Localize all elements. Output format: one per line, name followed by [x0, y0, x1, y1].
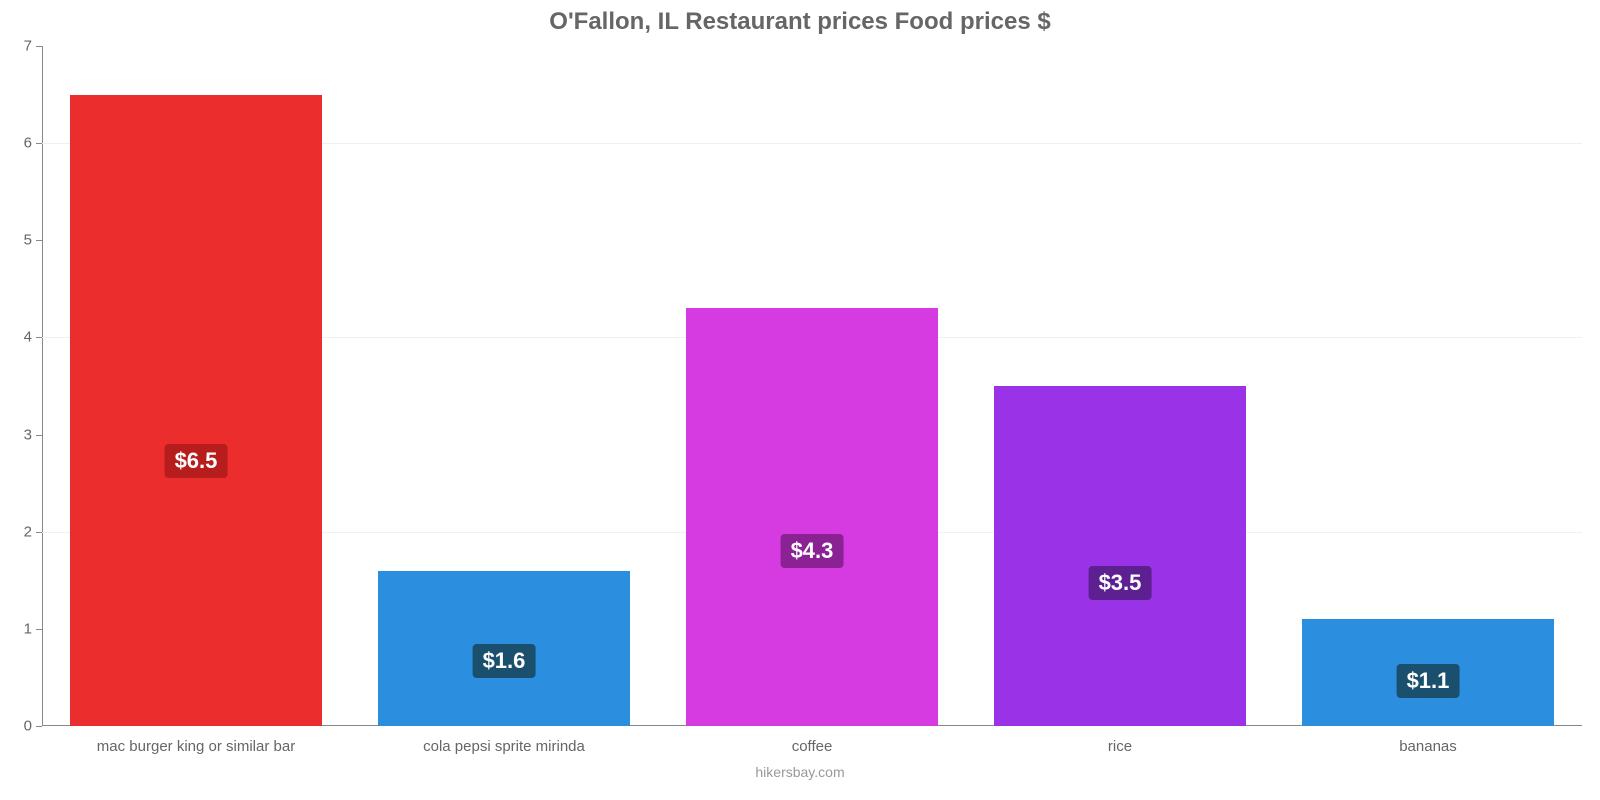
bar-value-label: $4.3: [781, 534, 844, 568]
bar-value-label: $6.5: [165, 444, 228, 478]
credit-text: hikersbay.com: [0, 764, 1600, 780]
bar: $3.5: [994, 386, 1247, 726]
bar-value-label: $1.6: [473, 644, 536, 678]
y-tick-label: 4: [24, 329, 42, 346]
y-tick-label: 2: [24, 523, 42, 540]
x-tick-label: coffee: [792, 726, 833, 755]
y-tick-label: 6: [24, 135, 42, 152]
price-chart: O'Fallon, IL Restaurant prices Food pric…: [0, 0, 1600, 800]
chart-title: O'Fallon, IL Restaurant prices Food pric…: [0, 8, 1600, 36]
y-tick-label: 0: [24, 718, 42, 735]
x-tick-label: bananas: [1399, 726, 1457, 755]
bar: $1.1: [1302, 619, 1555, 726]
y-tick-label: 1: [24, 620, 42, 637]
y-tick-label: 5: [24, 232, 42, 249]
y-tick-label: 7: [24, 38, 42, 55]
x-tick-label: mac burger king or similar bar: [97, 726, 295, 755]
y-axis-line: [42, 46, 43, 726]
plot-area: 01234567 $6.5$1.6$4.3$3.5$1.1 mac burger…: [42, 46, 1582, 726]
bar: $6.5: [70, 95, 323, 726]
bar-value-label: $3.5: [1089, 566, 1152, 600]
y-tick-label: 3: [24, 426, 42, 443]
bar: $1.6: [378, 571, 631, 726]
x-tick-label: cola pepsi sprite mirinda: [423, 726, 585, 755]
x-tick-label: rice: [1108, 726, 1132, 755]
bar: $4.3: [686, 308, 939, 726]
bar-value-label: $1.1: [1397, 664, 1460, 698]
